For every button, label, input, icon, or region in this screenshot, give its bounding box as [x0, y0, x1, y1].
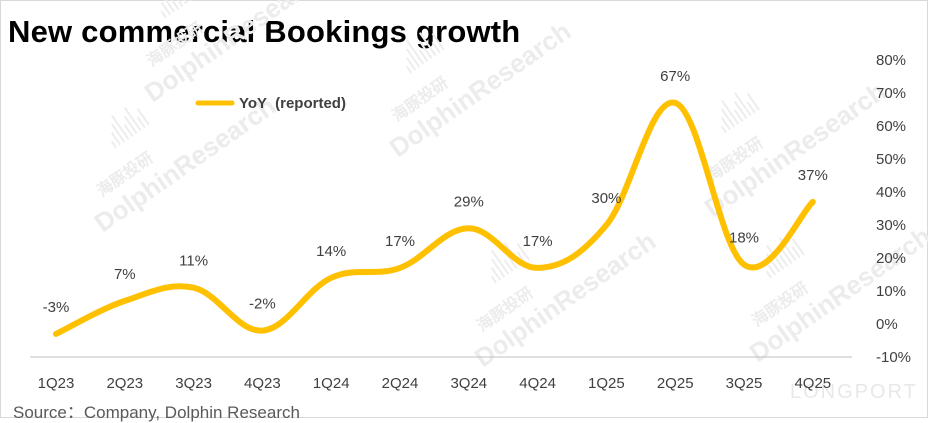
y-tick-label: 40% — [876, 184, 906, 201]
watermark-bar — [793, 238, 804, 254]
watermark-brand: DolphinResearch — [89, 91, 281, 238]
data-label: 29% — [454, 193, 484, 210]
y-tick-label: 80% — [876, 52, 906, 69]
x-tick-label: 2Q24 — [382, 375, 419, 392]
x-tick-label: 3Q23 — [175, 375, 212, 392]
x-tick-label: 3Q24 — [450, 375, 487, 392]
data-label: 30% — [591, 190, 621, 207]
data-label: 17% — [523, 233, 553, 250]
y-tick-label: -10% — [876, 349, 911, 366]
watermark-brand: DolphinResearch — [699, 76, 891, 223]
legend: YoY (reported) — [198, 95, 346, 112]
y-tick-label: 60% — [876, 118, 906, 135]
watermark-bar — [420, 41, 432, 58]
watermark-bar — [138, 108, 149, 124]
watermark-bar — [722, 126, 727, 133]
watermark-bar — [433, 33, 444, 49]
watermark-bar — [767, 271, 772, 278]
data-label: -2% — [249, 296, 276, 313]
data-label: 17% — [385, 233, 415, 250]
watermark-bar — [407, 49, 420, 67]
y-tick-label: 10% — [876, 283, 906, 300]
watermark-bar — [492, 276, 497, 283]
data-label: 14% — [316, 243, 346, 260]
y-tick-label: 70% — [876, 85, 906, 102]
x-tick-label: 2Q23 — [106, 375, 143, 392]
x-tick-label: 4Q24 — [519, 375, 556, 392]
watermark-bar — [722, 109, 735, 127]
watermark-bar — [112, 124, 125, 142]
data-label: 7% — [114, 266, 136, 283]
x-tick-label: 1Q23 — [38, 375, 75, 392]
y-axis: -10% 0% 10% 20% 30% 40% 50% 60% 70% 80% — [876, 52, 911, 366]
watermark-bar — [162, 11, 167, 18]
watermark-bar — [112, 141, 117, 148]
data-label: 67% — [660, 68, 690, 85]
data-label: 11% — [179, 253, 208, 270]
watermark-bar — [492, 259, 505, 277]
x-tick-label: 1Q25 — [588, 375, 625, 392]
watermark-bar — [748, 93, 759, 109]
data-label: -3% — [43, 299, 70, 316]
watermark-bar — [407, 66, 412, 73]
y-tick-label: 50% — [876, 151, 906, 168]
source-note: Source：Company, Dolphin Research — [13, 398, 300, 423]
data-label: 37% — [798, 167, 828, 184]
y-tick-label: 20% — [876, 250, 906, 267]
x-axis-ticks: 1Q23 2Q23 3Q23 4Q23 1Q24 2Q24 3Q24 4Q24 1Q25 2Q25… — [38, 375, 832, 392]
data-label: 18% — [729, 230, 759, 247]
x-tick-label: 4Q23 — [244, 375, 281, 392]
x-tick-label: 2Q25 — [657, 375, 694, 392]
y-tick-label: 0% — [876, 316, 898, 333]
x-tick-label: 1Q24 — [313, 375, 350, 392]
watermark-bar — [735, 101, 747, 118]
y-tick-label: 30% — [876, 217, 906, 234]
x-tick-label: 3Q25 — [726, 375, 763, 392]
watermark-brand: DolphinResearch — [469, 226, 661, 373]
legend-label: YoY (reported) — [239, 95, 346, 112]
x-tick-label: 4Q25 — [794, 375, 831, 392]
watermark-brand: DolphinResearch — [384, 16, 576, 163]
watermark-bar — [125, 116, 137, 133]
